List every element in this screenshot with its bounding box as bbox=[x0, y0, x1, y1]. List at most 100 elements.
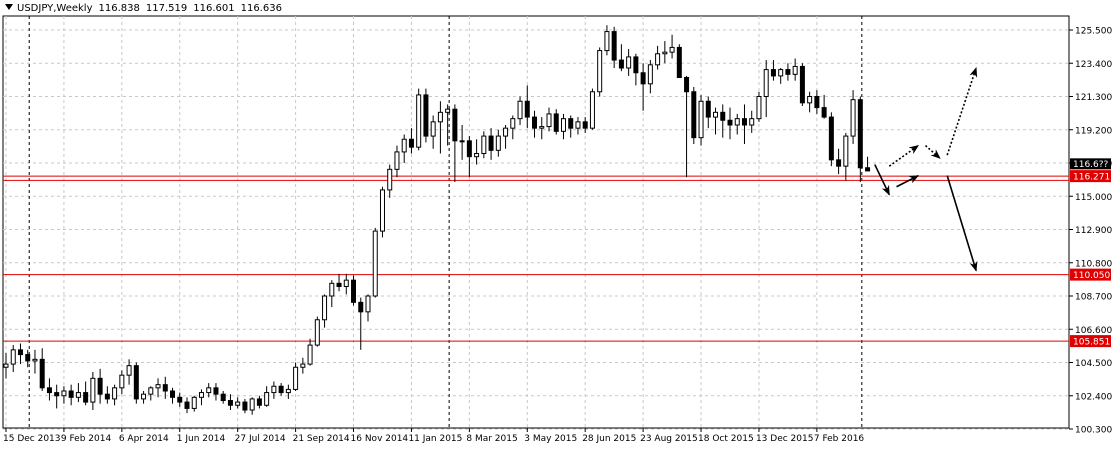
candle bbox=[611, 31, 617, 61]
level-label-bg bbox=[1070, 170, 1111, 183]
projection-arrow[interactable] bbox=[946, 67, 978, 156]
candle bbox=[510, 118, 516, 129]
y-tick-label: 123.400 bbox=[1075, 60, 1112, 70]
candle bbox=[314, 319, 320, 346]
candle bbox=[213, 387, 219, 395]
candle bbox=[322, 295, 328, 321]
candle bbox=[307, 344, 313, 365]
y-tick-label: 110.800 bbox=[1075, 259, 1112, 269]
candle bbox=[430, 121, 436, 137]
candle bbox=[184, 401, 190, 409]
candle bbox=[676, 46, 682, 79]
close-value: 116.636 bbox=[240, 3, 282, 14]
candle bbox=[278, 385, 284, 394]
candle bbox=[162, 384, 168, 392]
projection-arrow[interactable] bbox=[874, 164, 891, 196]
candle bbox=[437, 111, 443, 123]
current-price-label-bg bbox=[1070, 158, 1111, 170]
candle bbox=[517, 100, 523, 120]
x-tick-label: 8 Mar 2015 bbox=[466, 434, 517, 444]
candle bbox=[734, 118, 740, 126]
candle bbox=[416, 94, 422, 148]
level-label: 116.271 bbox=[1073, 173, 1110, 183]
candle bbox=[220, 393, 226, 401]
candle bbox=[141, 393, 147, 400]
candle bbox=[242, 401, 248, 411]
current-price-label: 116.6?? bbox=[1073, 160, 1109, 170]
y-tick-label: 125.500 bbox=[1075, 27, 1112, 37]
y-tick-label: 100.300 bbox=[1075, 426, 1112, 436]
x-tick-label: 6 Apr 2014 bbox=[119, 434, 169, 444]
candle bbox=[351, 279, 357, 303]
candle bbox=[227, 400, 233, 406]
level-label-bg bbox=[1070, 268, 1111, 281]
projection-arrow[interactable] bbox=[888, 144, 920, 167]
y-tick-label: 108.700 bbox=[1075, 293, 1112, 303]
x-tick-label: 28 Jun 2015 bbox=[582, 434, 636, 444]
candle bbox=[90, 377, 96, 403]
symbol-label: USDJPY,Weekly bbox=[17, 3, 93, 14]
candle bbox=[10, 349, 16, 365]
level-label: 110.050 bbox=[1073, 271, 1110, 281]
candle bbox=[546, 113, 552, 128]
candle bbox=[155, 384, 161, 389]
y-tick-label: 102.400 bbox=[1075, 392, 1112, 402]
y-tick-label: 112.900 bbox=[1075, 226, 1112, 236]
candle bbox=[843, 135, 849, 167]
candle bbox=[553, 113, 559, 132]
candle bbox=[575, 121, 581, 129]
x-tick-label: 13 Dec 2015 bbox=[756, 434, 814, 444]
candle bbox=[343, 279, 349, 287]
x-tick-label: 7 Feb 2016 bbox=[814, 434, 865, 444]
candle bbox=[256, 398, 262, 406]
candle bbox=[68, 390, 74, 398]
candle bbox=[112, 387, 118, 400]
candle bbox=[582, 121, 588, 129]
candle bbox=[394, 151, 400, 170]
candle bbox=[807, 96, 813, 104]
plot-frame bbox=[2, 15, 1070, 429]
candle bbox=[481, 135, 487, 154]
x-tick-label: 9 Feb 2014 bbox=[61, 434, 112, 444]
candle bbox=[39, 358, 45, 389]
candle bbox=[329, 282, 335, 297]
candle bbox=[119, 374, 125, 389]
candle bbox=[488, 135, 494, 151]
candle bbox=[365, 295, 371, 313]
candle bbox=[669, 46, 675, 53]
x-tick-label: 1 Jun 2014 bbox=[177, 434, 226, 444]
candle bbox=[568, 118, 574, 129]
candle bbox=[401, 138, 407, 153]
y-tick-label: 121.300 bbox=[1075, 93, 1112, 103]
candle bbox=[25, 354, 31, 362]
x-tick-label: 16 Nov 2014 bbox=[351, 434, 409, 444]
candle bbox=[198, 392, 204, 398]
candle bbox=[177, 396, 183, 403]
chart-header: USDJPY,Weekly 116.838 117.519 116.601 116.63… bbox=[5, 3, 288, 14]
candle bbox=[372, 230, 378, 297]
dropdown-triangle-icon[interactable] bbox=[5, 4, 13, 10]
level-label-bg bbox=[1070, 335, 1111, 348]
x-tick-label: 3 May 2015 bbox=[524, 434, 577, 444]
projection-arrow[interactable] bbox=[924, 144, 941, 159]
projection-arrow[interactable] bbox=[896, 174, 920, 188]
candle bbox=[770, 69, 776, 77]
candle bbox=[170, 390, 176, 398]
candle bbox=[285, 388, 291, 394]
candle bbox=[698, 100, 704, 139]
candle bbox=[857, 99, 863, 169]
candle bbox=[408, 138, 414, 148]
candle bbox=[358, 301, 364, 313]
candle bbox=[705, 100, 711, 118]
level-label: 105.851 bbox=[1073, 338, 1110, 348]
candle bbox=[104, 393, 110, 400]
projection-arrow[interactable] bbox=[946, 175, 978, 272]
candle bbox=[191, 396, 197, 409]
candle bbox=[778, 69, 784, 77]
candle bbox=[597, 50, 603, 93]
candle bbox=[604, 31, 610, 52]
x-tick-label: 11 Jan 2015 bbox=[408, 434, 462, 444]
candle bbox=[655, 53, 661, 66]
candle bbox=[495, 135, 501, 151]
candle bbox=[126, 365, 132, 376]
